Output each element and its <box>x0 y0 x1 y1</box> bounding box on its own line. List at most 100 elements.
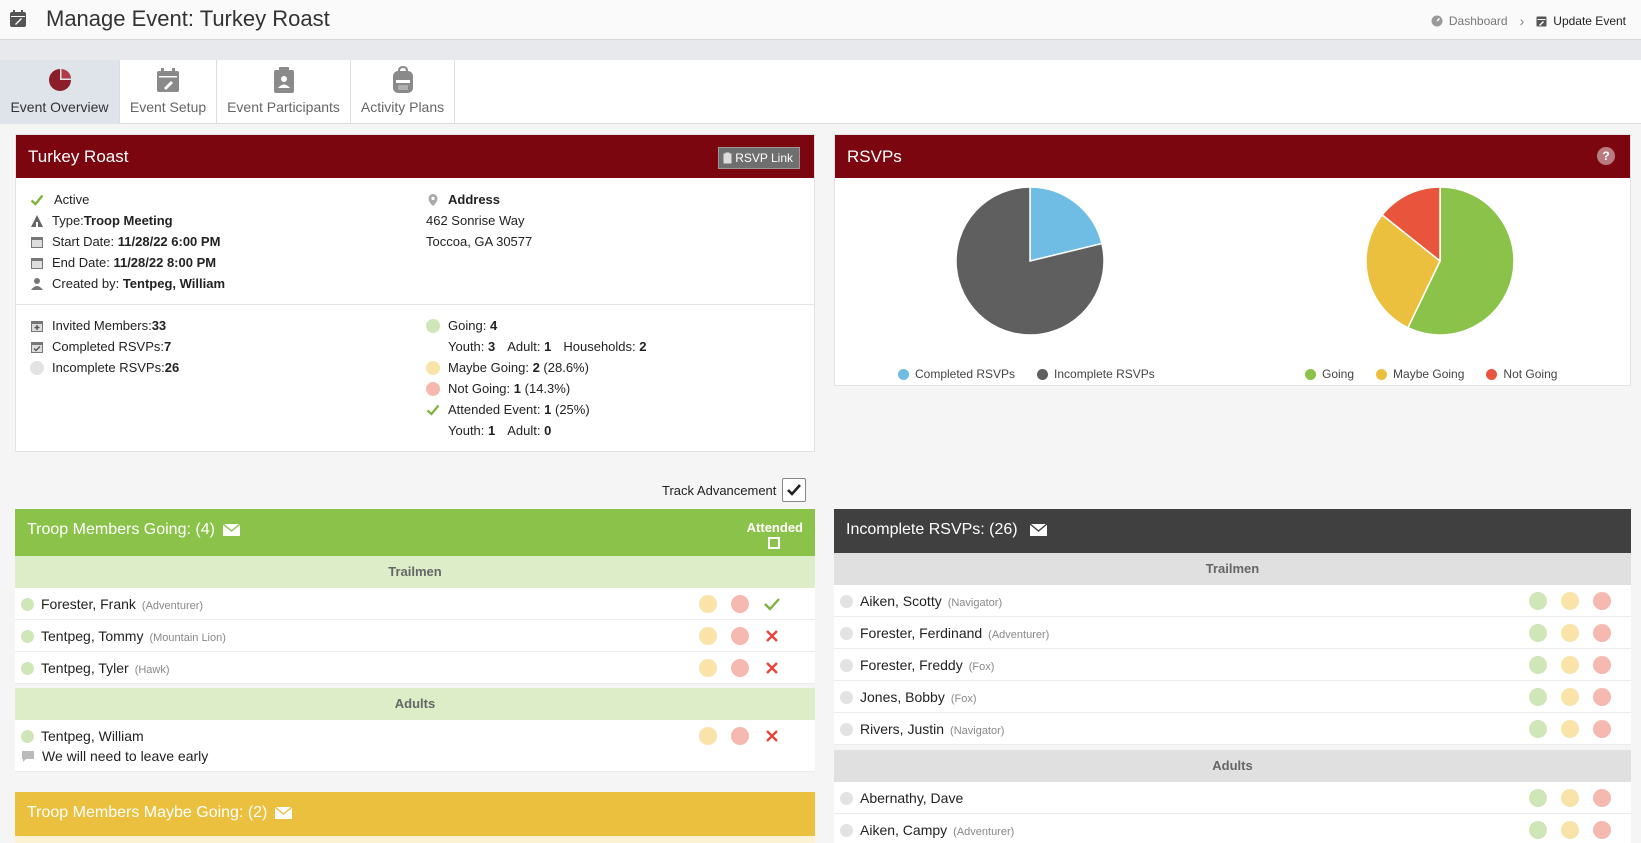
member-name-cell[interactable]: Jones, Bobby (Fox) <box>860 689 977 705</box>
going-adult-value: 1 <box>544 339 552 354</box>
event-panel-header: Turkey Roast RSVP Link <box>16 135 814 178</box>
not-going-button[interactable] <box>1593 656 1611 674</box>
divider <box>16 304 814 305</box>
maybe-going-button[interactable] <box>1561 592 1579 610</box>
member-rank: (Fox) <box>968 661 995 673</box>
tab-event-participants[interactable]: Event Participants <box>217 60 351 124</box>
going-button[interactable] <box>1529 656 1547 674</box>
calendar-icon <box>31 257 43 269</box>
rsvp-status-dot <box>21 662 34 675</box>
not-going-button[interactable] <box>1593 789 1611 807</box>
member-name-cell[interactable]: Aiken, Campy (Adventurer) <box>860 822 1014 838</box>
pie-slice-maybe-going[interactable] <box>1365 213 1441 329</box>
attended-value: 1 <box>544 402 552 417</box>
not-attended-x-icon[interactable] <box>762 726 782 746</box>
not-attended-x-icon[interactable] <box>762 626 782 646</box>
member-name: Abernathy, Dave <box>860 790 964 806</box>
member-name-cell[interactable]: Tentpeg, Tyler (Hawk) <box>41 660 170 676</box>
tab-event-overview[interactable]: Event Overview <box>0 60 120 124</box>
not-going-button[interactable] <box>1593 688 1611 706</box>
tab-activity-plans[interactable]: Activity Plans <box>351 60 455 124</box>
going-button[interactable] <box>1529 821 1547 839</box>
maybe-going-button[interactable] <box>699 595 717 613</box>
maybe-going-button[interactable] <box>1561 821 1579 839</box>
rsvp-status-dot <box>840 659 853 672</box>
envelope-icon[interactable] <box>275 807 293 819</box>
member-name-cell[interactable]: Tentpeg, Tommy (Mountain Lion) <box>41 628 226 644</box>
maybe-going-button[interactable] <box>699 659 717 677</box>
going-section-header: Troop Members Going: (4) Attended <box>15 509 815 556</box>
attended-select-all-checkbox[interactable] <box>768 537 780 549</box>
maybe-going-button[interactable] <box>699 727 717 745</box>
breadcrumb-dashboard-link[interactable]: Dashboard <box>1431 14 1508 28</box>
legend-completed: Completed RSVPs <box>915 367 1016 381</box>
check-icon <box>426 404 440 416</box>
top-bar: Manage Event: Turkey Roast Dashboard › U… <box>0 0 1641 40</box>
going-adult-label: Adult: <box>507 339 541 354</box>
end-date-row: End Date: 11/28/22 8:00 PM <box>30 255 216 270</box>
not-going-button[interactable] <box>1593 624 1611 642</box>
envelope-icon[interactable] <box>1029 524 1047 536</box>
attended-breakdown-row: Youth: 1 Adult: 0 <box>448 423 551 438</box>
member-rank: (Navigator) <box>947 597 1003 609</box>
pie-slice-not-going[interactable] <box>1381 186 1441 263</box>
member-name-cell[interactable]: Forester, Frank (Adventurer) <box>41 596 203 612</box>
attended-check-icon[interactable] <box>762 594 782 614</box>
maybe-going-button[interactable] <box>699 627 717 645</box>
legend-swatch <box>1486 368 1498 380</box>
maybe-going-button[interactable] <box>1561 624 1579 642</box>
calendar-check-icon <box>31 341 43 353</box>
address-label: Address <box>448 192 501 207</box>
going-button[interactable] <box>1529 688 1547 706</box>
start-date-label: Start Date: <box>52 234 115 249</box>
address-line1: 462 Sonrise Way <box>426 213 525 228</box>
member-name-cell[interactable]: Rivers, Justin (Navigator) <box>860 721 1004 737</box>
going-button[interactable] <box>1529 789 1547 807</box>
pie-slice-completed-rsvps[interactable] <box>1029 186 1103 262</box>
not-going-button[interactable] <box>1593 720 1611 738</box>
not-going-button[interactable] <box>731 595 749 613</box>
created-by-value: Tentpeg, William <box>122 276 226 291</box>
member-name-cell[interactable]: Forester, Freddy (Fox) <box>860 657 994 673</box>
not-going-button[interactable] <box>1593 821 1611 839</box>
tab-event-setup[interactable]: Event Setup <box>120 60 217 124</box>
going-button[interactable] <box>1529 624 1547 642</box>
member-name-cell[interactable]: Abernathy, Dave <box>860 790 963 806</box>
completed-label: Completed RSVPs: <box>52 339 164 354</box>
member-name: Forester, Frank <box>41 596 136 612</box>
maybe-going-button[interactable] <box>1561 688 1579 706</box>
not-going-value: 1 <box>513 381 522 396</box>
not-attended-x-icon[interactable] <box>762 658 782 678</box>
not-going-button[interactable] <box>731 659 749 677</box>
not-going-button[interactable] <box>731 727 749 745</box>
pie-slice-going[interactable] <box>1406 186 1515 336</box>
not-going-button[interactable] <box>731 627 749 645</box>
invited-label: Invited Members: <box>52 318 152 333</box>
incomplete-section-title: Incomplete RSVPs: (26) <box>846 521 1047 539</box>
not-going-button[interactable] <box>1593 592 1611 610</box>
member-name-cell[interactable]: Forester, Ferdinand (Adventurer) <box>860 625 1049 641</box>
maybe-going-button[interactable] <box>1561 789 1579 807</box>
status-text: Active <box>54 192 90 207</box>
member-rank: (Mountain Lion) <box>149 632 226 644</box>
member-name-cell[interactable]: Aiken, Scotty (Navigator) <box>860 593 1002 609</box>
going-breakdown-row: Youth: 3 Adult: 1 Households: 2 <box>448 339 647 354</box>
maybe-going-row: Maybe Going: 2 (28.6%) <box>426 360 589 375</box>
track-advancement-checkbox[interactable] <box>782 478 807 502</box>
breadcrumb-dashboard-label: Dashboard <box>1448 14 1508 28</box>
legend-swatch <box>1376 368 1388 380</box>
maybe-going-button[interactable] <box>1561 720 1579 738</box>
dashboard-icon <box>1431 15 1443 27</box>
maybe-going-button[interactable] <box>1561 656 1579 674</box>
going-button[interactable] <box>1529 592 1547 610</box>
track-advancement-label: Track Advancement <box>662 482 777 498</box>
pie-slice-incomplete-rsvps[interactable] <box>955 186 1105 336</box>
maybe-pct: (28.6%) <box>543 360 589 375</box>
member-name-cell[interactable]: Tentpeg, William <box>41 728 144 744</box>
envelope-icon[interactable] <box>222 524 240 536</box>
attended-pct: (25%) <box>555 402 590 417</box>
att-adult-label: Adult: <box>507 423 541 438</box>
going-button[interactable] <box>1529 720 1547 738</box>
help-icon[interactable]: ? <box>1597 147 1615 165</box>
rsvp-link-button[interactable]: RSVP Link <box>718 147 800 169</box>
